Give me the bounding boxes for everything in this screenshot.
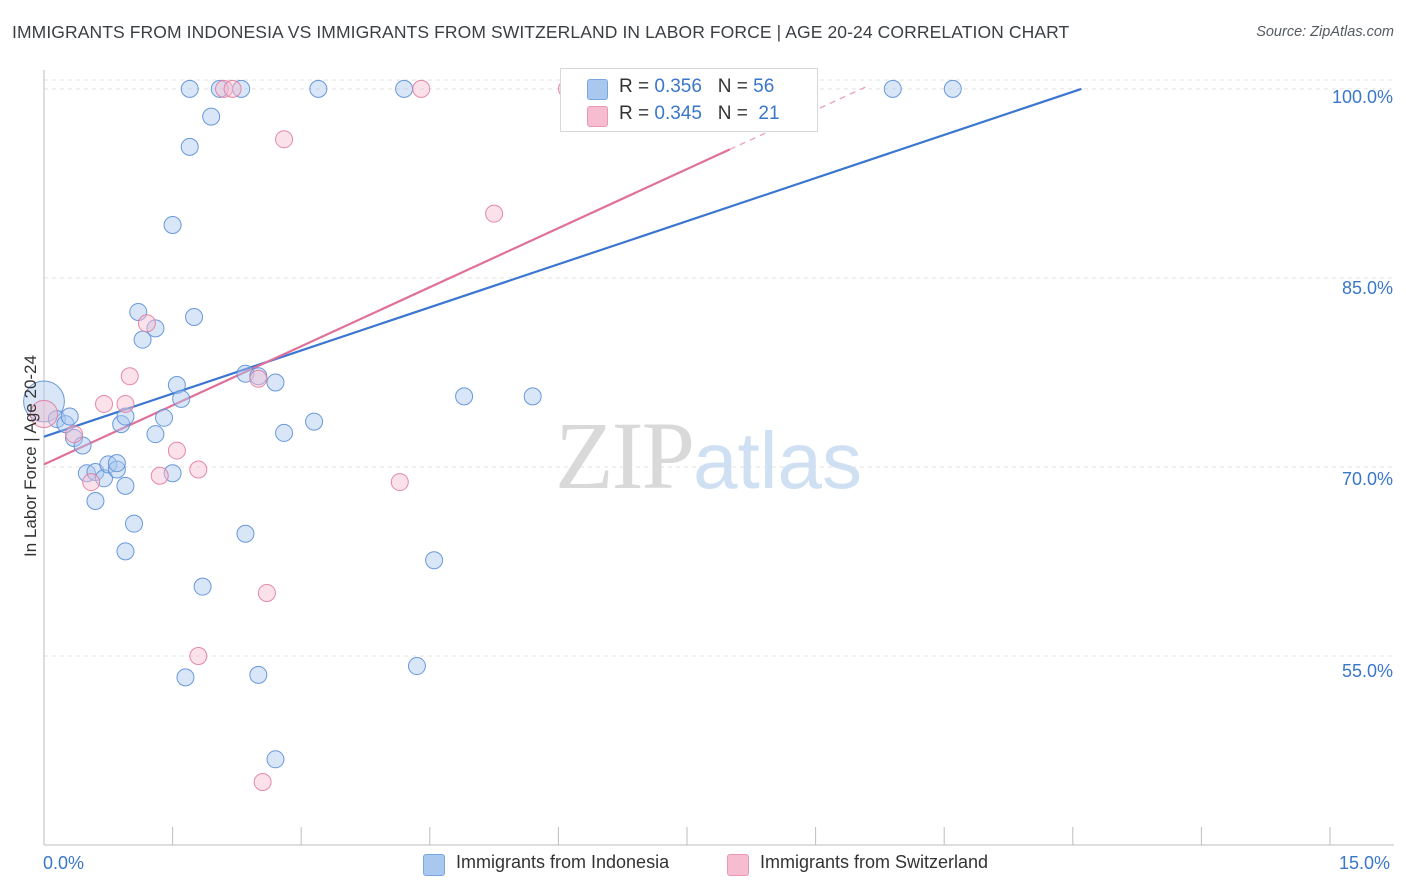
data-point-switzerland: [29, 399, 59, 429]
data-point-switzerland: [249, 369, 268, 388]
data-point-indonesia: [107, 460, 126, 479]
legend-r-value: 0.345: [654, 103, 702, 124]
trend-line: [729, 85, 868, 151]
legend-r-value: 0.356: [654, 76, 702, 97]
data-point-indonesia: [305, 412, 324, 431]
axes: [43, 70, 1394, 846]
data-point-indonesia: [125, 514, 144, 533]
data-point-switzerland: [223, 79, 242, 98]
data-point-indonesia: [116, 542, 135, 561]
data-point-indonesia: [185, 307, 204, 326]
series-legend-swatch-switzerland: [727, 854, 749, 876]
legend-swatch-switzerland: [587, 106, 608, 127]
data-points: [23, 79, 962, 791]
legend-swatch-indonesia: [587, 79, 608, 100]
series-legend-swatch-indonesia: [423, 854, 445, 876]
data-point-switzerland: [116, 394, 135, 413]
data-point-indonesia: [425, 551, 444, 570]
data-point-indonesia: [202, 107, 221, 126]
legend-n-value: 56: [753, 76, 775, 97]
data-point-indonesia: [176, 668, 195, 687]
data-point-switzerland: [167, 441, 186, 460]
data-point-switzerland: [95, 394, 114, 413]
data-point-indonesia: [210, 79, 229, 98]
data-point-indonesia: [172, 389, 191, 408]
series-legend-label-indonesia: Immigrants from Indonesia: [456, 852, 670, 872]
data-point-indonesia: [180, 137, 199, 156]
data-point-indonesia: [163, 216, 182, 234]
series-legend-label-switzerland: Immigrants from Switzerland: [760, 852, 989, 872]
data-point-switzerland: [82, 473, 101, 492]
data-point-switzerland: [275, 130, 294, 149]
data-point-indonesia: [167, 376, 186, 395]
data-point-switzerland: [65, 425, 84, 444]
y-tick-label: 70.0%: [1341, 469, 1393, 489]
data-point-indonesia: [309, 79, 328, 98]
legend-r-label: R =: [619, 103, 655, 124]
legend-n-label: N =: [717, 76, 754, 97]
data-point-switzerland: [150, 466, 169, 485]
y-tick-label: 55.0%: [1341, 661, 1393, 681]
data-point-switzerland: [120, 367, 139, 386]
data-point-indonesia: [23, 380, 65, 423]
data-point-indonesia: [249, 665, 268, 684]
data-point-switzerland: [137, 314, 156, 333]
data-point-indonesia: [116, 407, 135, 426]
data-point-switzerland: [189, 646, 208, 665]
data-point-switzerland: [189, 460, 208, 479]
data-point-indonesia: [146, 319, 165, 338]
trend-line: [43, 87, 1082, 438]
data-point-switzerland: [253, 772, 272, 791]
data-point-indonesia: [155, 408, 174, 427]
data-point-switzerland: [257, 583, 276, 602]
chart-title: IMMIGRANTS FROM INDONESIA VS IMMIGRANTS …: [12, 22, 1070, 42]
data-point-indonesia: [60, 407, 79, 426]
data-point-indonesia: [116, 476, 135, 495]
data-point-indonesia: [883, 79, 902, 98]
data-point-switzerland: [412, 79, 431, 98]
y-tick-label: 85.0%: [1341, 278, 1393, 298]
legend-r-label: R =: [619, 76, 655, 97]
data-point-indonesia: [266, 750, 285, 769]
data-point-indonesia: [395, 79, 414, 98]
data-point-indonesia: [523, 387, 542, 406]
data-point-indonesia: [407, 657, 426, 676]
source-label: Source: ZipAtlas.com: [1256, 24, 1394, 40]
data-point-indonesia: [275, 423, 294, 442]
data-point-indonesia: [193, 577, 212, 596]
data-point-indonesia: [180, 79, 199, 98]
watermark-atlas: atlas: [693, 416, 862, 505]
y-tick-label: 100.0%: [1331, 87, 1393, 107]
x-tick-label-min: 0.0%: [43, 853, 85, 873]
legend-n-value: 21: [758, 103, 780, 124]
data-point-indonesia: [455, 387, 474, 406]
x-tick-label-max: 15.0%: [1339, 853, 1391, 873]
data-point-indonesia: [236, 524, 255, 543]
data-point-indonesia: [146, 425, 165, 444]
data-point-switzerland: [485, 204, 504, 223]
correlation-legend: R = 0.356 N = 56 R = 0.345 N = 21: [560, 68, 818, 132]
legend-n-label: N =: [717, 103, 754, 124]
data-point-indonesia: [266, 373, 285, 392]
watermark-zip: ZIP: [555, 402, 695, 509]
y-axis-label: In Labor Force | Age 20-24: [21, 355, 40, 557]
data-point-switzerland: [390, 473, 409, 492]
watermark: ZIPatlas: [555, 400, 862, 511]
data-point-indonesia: [943, 79, 962, 98]
data-point-indonesia: [107, 454, 126, 473]
data-point-indonesia: [86, 491, 105, 510]
